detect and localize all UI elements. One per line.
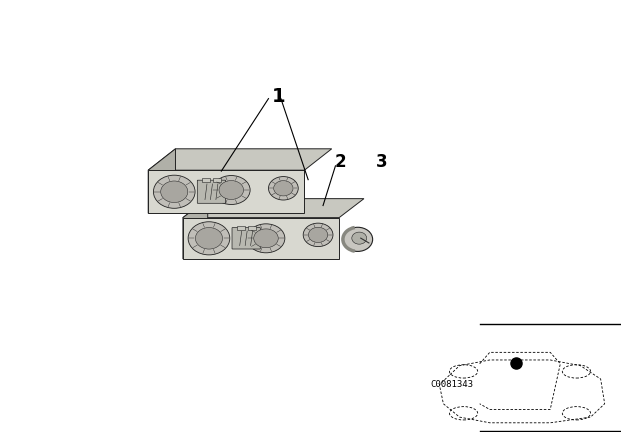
Text: 2: 2 (335, 153, 346, 172)
Polygon shape (148, 149, 175, 213)
Polygon shape (148, 170, 305, 213)
Ellipse shape (154, 175, 195, 208)
Ellipse shape (212, 176, 250, 204)
FancyBboxPatch shape (197, 180, 225, 203)
Polygon shape (183, 218, 339, 259)
Ellipse shape (161, 181, 188, 202)
Bar (213, 177, 221, 182)
Ellipse shape (303, 223, 333, 246)
Bar (237, 226, 244, 230)
Bar (248, 226, 256, 230)
FancyBboxPatch shape (232, 228, 260, 249)
Text: 3: 3 (376, 153, 387, 172)
Polygon shape (148, 149, 332, 170)
Bar (202, 177, 210, 182)
Ellipse shape (269, 177, 298, 200)
Ellipse shape (195, 228, 223, 249)
Ellipse shape (352, 232, 367, 244)
Ellipse shape (274, 181, 293, 196)
Ellipse shape (253, 229, 278, 248)
Ellipse shape (343, 227, 372, 251)
Ellipse shape (308, 227, 328, 242)
Text: 1: 1 (271, 87, 285, 106)
Ellipse shape (188, 222, 230, 255)
Text: C0081343: C0081343 (431, 380, 474, 389)
Ellipse shape (219, 181, 244, 199)
Ellipse shape (247, 224, 285, 253)
Polygon shape (183, 198, 364, 218)
Polygon shape (183, 198, 208, 259)
